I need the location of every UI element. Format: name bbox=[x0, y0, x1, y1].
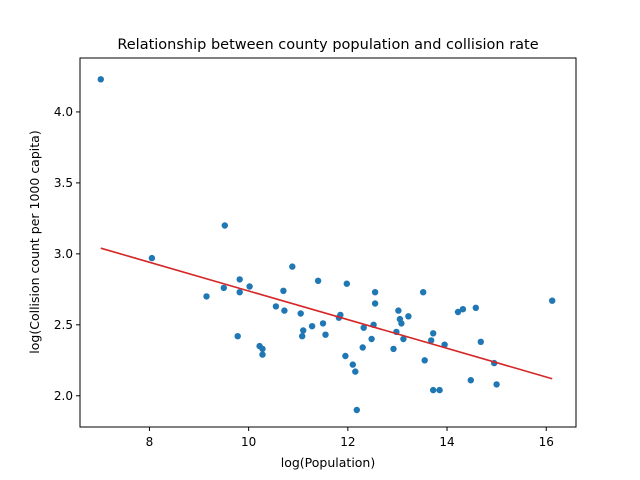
data-point bbox=[342, 352, 349, 360]
data-point bbox=[280, 287, 287, 294]
data-point bbox=[359, 344, 366, 351]
x-tick-label: 10 bbox=[241, 435, 256, 449]
data-point bbox=[221, 222, 228, 229]
data-point bbox=[353, 406, 360, 414]
data-point bbox=[297, 310, 304, 317]
data-point bbox=[454, 308, 462, 316]
data-point bbox=[549, 297, 556, 304]
x-axis: 8 10 12 14 16 bbox=[146, 427, 554, 449]
data-point bbox=[371, 289, 379, 296]
data-point bbox=[148, 254, 156, 262]
y-tick-label: 2.0 bbox=[54, 389, 73, 403]
data-point bbox=[441, 341, 448, 348]
x-tick-label: 16 bbox=[539, 435, 554, 449]
data-point bbox=[308, 323, 316, 330]
data-point bbox=[430, 386, 437, 394]
x-tick-label: 12 bbox=[340, 435, 355, 449]
data-point bbox=[322, 331, 329, 338]
data-point bbox=[405, 313, 412, 320]
data-point bbox=[400, 335, 407, 343]
y-tick-label: 4.0 bbox=[54, 105, 73, 119]
data-point bbox=[259, 345, 266, 353]
data-point bbox=[371, 300, 379, 307]
data-point bbox=[203, 293, 210, 300]
data-point bbox=[395, 307, 402, 314]
data-point bbox=[234, 333, 241, 340]
plot-frame bbox=[79, 57, 577, 428]
data-point bbox=[368, 335, 375, 343]
data-point bbox=[319, 320, 327, 327]
data-point bbox=[467, 377, 474, 384]
regression-line bbox=[100, 247, 553, 380]
plot-area bbox=[97, 76, 556, 414]
x-tick-label: 8 bbox=[146, 435, 154, 449]
data-point bbox=[281, 307, 288, 314]
data-point bbox=[259, 351, 266, 358]
y-tick-label: 2.5 bbox=[54, 318, 73, 332]
y-tick-label: 3.5 bbox=[54, 176, 73, 190]
data-point bbox=[428, 337, 435, 344]
data-point bbox=[430, 330, 437, 337]
data-point bbox=[420, 289, 427, 296]
data-point bbox=[472, 304, 479, 311]
data-point bbox=[352, 368, 359, 375]
data-point bbox=[300, 327, 307, 334]
y-tick-label: 3.0 bbox=[54, 247, 73, 261]
y-axis: 2.0 2.5 3.0 3.5 4.0 bbox=[54, 105, 80, 403]
data-point bbox=[421, 357, 428, 364]
data-point bbox=[390, 345, 397, 353]
data-point bbox=[436, 386, 443, 394]
data-point bbox=[289, 263, 296, 270]
x-axis-label: log(Population) bbox=[281, 455, 375, 470]
data-point bbox=[97, 76, 105, 83]
data-point bbox=[299, 333, 306, 340]
data-point bbox=[477, 338, 484, 345]
data-point bbox=[343, 280, 350, 287]
data-point bbox=[314, 277, 322, 284]
data-point bbox=[349, 361, 356, 368]
data-point bbox=[493, 381, 500, 388]
data-point bbox=[360, 324, 367, 331]
data-point bbox=[220, 284, 227, 292]
y-axis-label: log(Collision count per 1000 capita) bbox=[27, 130, 42, 353]
data-point bbox=[236, 276, 243, 283]
data-point bbox=[459, 306, 467, 313]
data-point bbox=[246, 283, 253, 290]
data-point bbox=[272, 303, 280, 310]
data-point bbox=[398, 320, 405, 327]
data-point bbox=[236, 289, 243, 296]
chart-title: Relationship between county population a… bbox=[117, 37, 538, 53]
x-tick-label: 14 bbox=[439, 435, 454, 449]
